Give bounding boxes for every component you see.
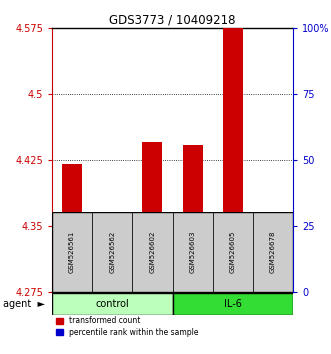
FancyBboxPatch shape xyxy=(52,212,92,292)
Text: GSM526603: GSM526603 xyxy=(190,231,196,273)
Bar xyxy=(102,236,122,292)
Text: agent  ►: agent ► xyxy=(3,299,45,309)
Text: IL-6: IL-6 xyxy=(224,299,242,309)
FancyBboxPatch shape xyxy=(172,293,293,315)
Bar xyxy=(182,145,203,292)
Text: GSM526562: GSM526562 xyxy=(109,231,115,273)
FancyBboxPatch shape xyxy=(132,212,172,292)
FancyBboxPatch shape xyxy=(253,212,293,292)
FancyBboxPatch shape xyxy=(172,212,213,292)
Bar xyxy=(223,28,243,292)
Bar xyxy=(62,164,82,292)
Legend: transformed count, percentile rank within the sample: transformed count, percentile rank withi… xyxy=(56,316,198,337)
FancyBboxPatch shape xyxy=(92,212,132,292)
FancyBboxPatch shape xyxy=(213,212,253,292)
Text: GSM526678: GSM526678 xyxy=(270,231,276,273)
Text: GSM526602: GSM526602 xyxy=(149,231,156,273)
Text: GSM526605: GSM526605 xyxy=(230,231,236,273)
Text: GSM526561: GSM526561 xyxy=(69,231,75,273)
FancyBboxPatch shape xyxy=(52,293,172,315)
Title: GDS3773 / 10409218: GDS3773 / 10409218 xyxy=(109,14,236,27)
Bar xyxy=(263,219,283,292)
Bar xyxy=(142,142,163,292)
Text: control: control xyxy=(95,299,129,309)
